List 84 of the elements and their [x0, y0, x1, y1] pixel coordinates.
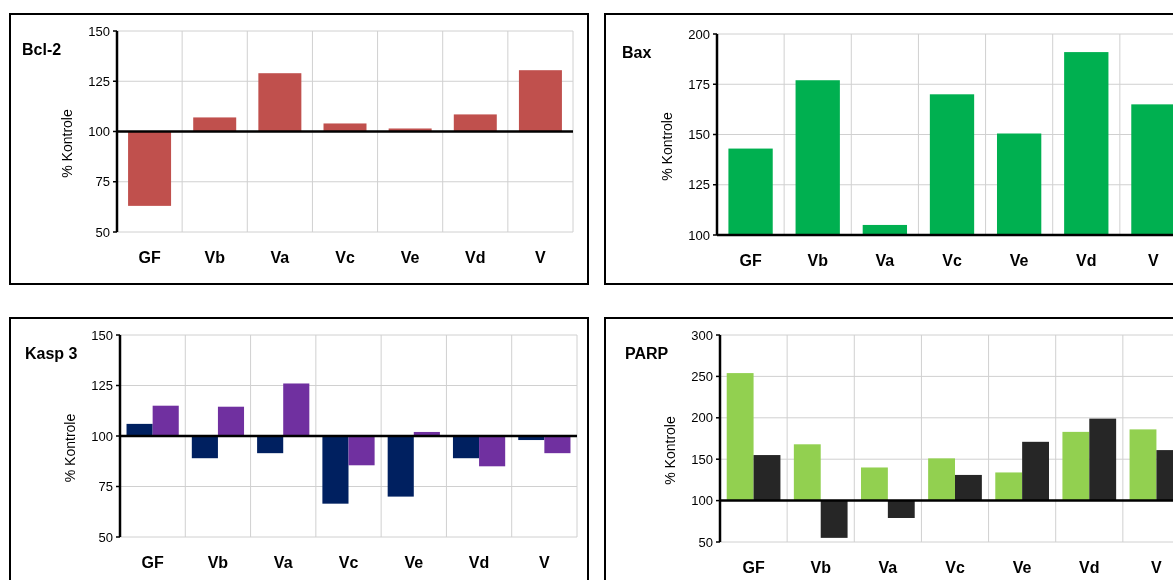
- x-tick-label: Vd: [465, 249, 486, 266]
- y-tick-label: 300: [691, 327, 713, 343]
- y-tick-label: 100: [91, 428, 113, 444]
- bar: [387, 436, 414, 497]
- y-tick-label: 150: [88, 23, 110, 39]
- x-tick-label: Ve: [1012, 559, 1032, 576]
- y-tick-label: 150: [91, 327, 113, 343]
- bar: [126, 423, 153, 436]
- bar: [861, 467, 888, 501]
- x-tick-label: V: [535, 249, 547, 266]
- y-tick-label: 125: [88, 73, 110, 89]
- x-tick-label: Va: [273, 554, 293, 571]
- bar: [995, 472, 1023, 501]
- x-tick-label: Vb: [810, 559, 832, 576]
- x-tick-label: Vb: [204, 249, 226, 266]
- bar: [887, 500, 915, 518]
- y-tick-label: 50: [98, 529, 113, 545]
- x-tick-label: Va: [270, 249, 290, 266]
- y-tick-label: 50: [95, 224, 110, 240]
- x-tick-label: Vc: [942, 252, 962, 269]
- bar: [793, 444, 821, 501]
- y-tick-label: 100: [688, 227, 710, 243]
- bar: [191, 436, 218, 459]
- text: Bax: [622, 44, 652, 61]
- x-tick-label: Vd: [468, 554, 490, 571]
- x-tick-label: V: [539, 554, 551, 571]
- bar: [1089, 418, 1117, 501]
- x-tick-label: V: [1151, 559, 1163, 576]
- y-tick-label: 175: [688, 76, 710, 92]
- x-tick-label: Vc: [335, 249, 355, 266]
- x-tick-label: Ve: [400, 249, 420, 266]
- y-tick-label: 125: [688, 177, 710, 193]
- bar: [217, 406, 245, 436]
- x-tick-label: Va: [878, 559, 898, 576]
- x-tick-label: GF: [739, 252, 762, 269]
- x-tick-label: GF: [742, 559, 765, 576]
- y-axis-title: % Kontrole: [62, 413, 78, 483]
- y-tick-label: 200: [691, 410, 713, 426]
- bar: [1062, 431, 1090, 501]
- bar: [1022, 441, 1049, 501]
- x-tick-label: Vc: [945, 559, 965, 576]
- y-tick-label: 200: [688, 26, 710, 42]
- bar: [348, 436, 375, 466]
- bar: [322, 436, 349, 504]
- y-tick-label: 250: [691, 368, 713, 384]
- bar: [479, 436, 506, 467]
- text: PARP: [625, 345, 669, 362]
- bar: [544, 436, 571, 454]
- x-tick-label: Vd: [1079, 559, 1100, 576]
- bar: [452, 436, 480, 459]
- bar: [518, 70, 562, 132]
- x-tick-label: Va: [875, 252, 895, 269]
- bar: [928, 458, 955, 501]
- bar: [283, 383, 310, 436]
- y-axis-title: % Kontrole: [659, 112, 675, 181]
- x-tick-label: Vc: [338, 554, 359, 571]
- bar: [753, 455, 781, 501]
- x-tick-label: V: [1148, 252, 1160, 269]
- x-tick-label: Vd: [1076, 252, 1097, 269]
- y-axis-title: % Kontrole: [662, 416, 678, 485]
- x-tick-label: Ve: [404, 554, 424, 571]
- x-tick-label: GF: [141, 554, 164, 571]
- bar: [726, 373, 754, 501]
- bar: [257, 436, 284, 454]
- bar: [955, 474, 982, 501]
- y-axis-title: % Kontrole: [59, 109, 75, 178]
- text: Bcl-2: [22, 41, 62, 58]
- x-tick-label: Vb: [807, 252, 829, 269]
- bar: [152, 405, 179, 436]
- bar: [820, 500, 848, 538]
- bar: [258, 73, 302, 132]
- y-tick-label: 100: [691, 493, 713, 509]
- x-tick-label: Vb: [207, 554, 229, 571]
- bar: [128, 131, 172, 206]
- x-tick-label: GF: [138, 249, 161, 266]
- y-tick-label: 75: [95, 174, 110, 190]
- y-tick-label: 150: [691, 451, 713, 467]
- y-tick-label: 125: [91, 378, 113, 394]
- y-tick-label: 75: [98, 479, 113, 495]
- text: Kasp 3: [25, 345, 78, 362]
- y-tick-label: 50: [698, 534, 713, 550]
- y-tick-label: 100: [88, 124, 110, 140]
- x-tick-label: Ve: [1009, 252, 1029, 269]
- y-tick-label: 150: [688, 127, 710, 143]
